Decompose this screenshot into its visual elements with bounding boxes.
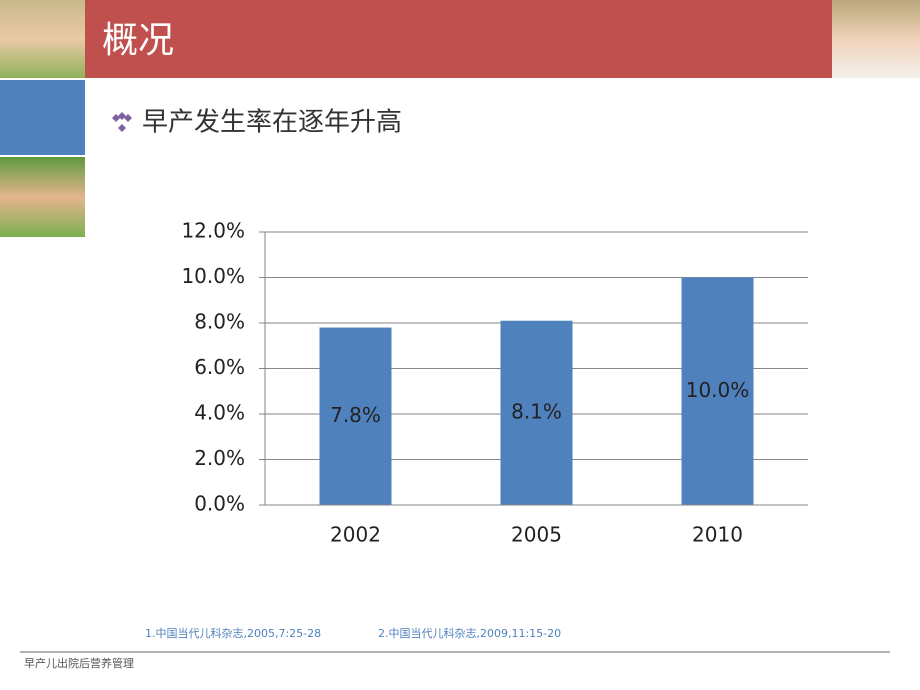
reference: 2.中国当代儿科杂志,2009,11:15-20 [378,626,561,640]
photo [0,157,85,237]
x-tick-label: 2010 [692,523,743,547]
y-tick-label: 6.0% [194,355,245,379]
value-label: 8.1% [511,399,562,423]
y-tick-label: 12.0% [181,219,245,243]
y-tick-label: 0.0% [194,492,245,516]
bar [681,277,754,505]
photo [0,0,85,78]
footer-text: 早产儿出院后营养管理 [24,656,134,670]
x-tick-label: 2002 [330,523,381,547]
header-band [85,0,832,78]
y-tick-label: 4.0% [194,401,245,425]
blue-block [0,80,85,155]
photo [832,0,920,78]
slide-title: 概况 [102,20,174,61]
value-label: 7.8% [330,403,381,427]
reference: 1.中国当代儿科杂志,2005,7:25-28 [145,626,321,640]
bullet-icon [112,112,132,132]
y-tick-label: 8.0% [194,310,245,334]
x-tick-label: 2005 [511,523,562,547]
value-label: 10.0% [686,378,750,402]
y-tick-label: 2.0% [194,446,245,470]
bullet-text: 早产发生率在逐年升高 [142,108,402,138]
bar [500,320,573,505]
y-tick-label: 10.0% [181,264,245,288]
bar [319,327,392,505]
